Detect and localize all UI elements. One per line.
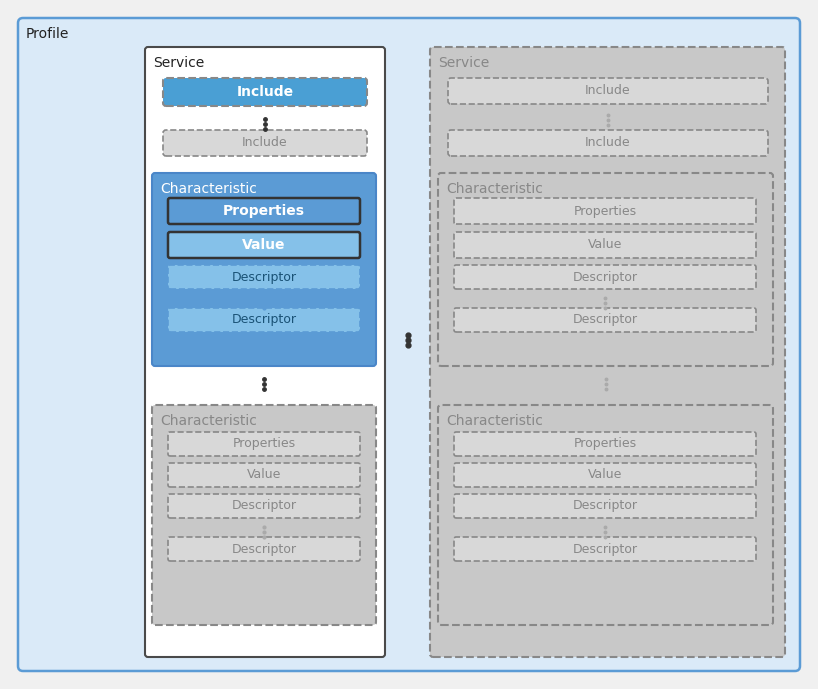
FancyBboxPatch shape bbox=[454, 232, 756, 258]
FancyBboxPatch shape bbox=[454, 537, 756, 561]
FancyBboxPatch shape bbox=[168, 494, 360, 518]
Text: Descriptor: Descriptor bbox=[573, 313, 637, 327]
Text: Include: Include bbox=[236, 85, 294, 99]
FancyBboxPatch shape bbox=[168, 432, 360, 456]
Text: Descriptor: Descriptor bbox=[231, 271, 296, 283]
Text: Descriptor: Descriptor bbox=[231, 542, 296, 555]
Text: Properties: Properties bbox=[232, 438, 295, 451]
Text: Service: Service bbox=[153, 56, 204, 70]
FancyBboxPatch shape bbox=[168, 198, 360, 224]
Text: Characteristic: Characteristic bbox=[160, 182, 257, 196]
FancyBboxPatch shape bbox=[448, 130, 768, 156]
Text: Characteristic: Characteristic bbox=[160, 414, 257, 428]
Text: Descriptor: Descriptor bbox=[573, 542, 637, 555]
Text: Descriptor: Descriptor bbox=[231, 313, 296, 327]
Text: Include: Include bbox=[242, 136, 288, 150]
FancyBboxPatch shape bbox=[163, 130, 367, 156]
Text: Include: Include bbox=[585, 136, 631, 150]
FancyBboxPatch shape bbox=[145, 47, 385, 657]
Text: Profile: Profile bbox=[26, 27, 70, 41]
Text: Service: Service bbox=[438, 56, 489, 70]
FancyBboxPatch shape bbox=[454, 494, 756, 518]
Text: Characteristic: Characteristic bbox=[446, 182, 543, 196]
Text: Value: Value bbox=[242, 238, 285, 252]
FancyBboxPatch shape bbox=[152, 173, 376, 366]
FancyBboxPatch shape bbox=[168, 232, 360, 258]
FancyBboxPatch shape bbox=[438, 173, 773, 366]
FancyBboxPatch shape bbox=[454, 198, 756, 224]
FancyBboxPatch shape bbox=[448, 78, 768, 104]
Text: Characteristic: Characteristic bbox=[446, 414, 543, 428]
Text: Properties: Properties bbox=[223, 204, 305, 218]
Text: Properties: Properties bbox=[573, 438, 636, 451]
Text: Properties: Properties bbox=[573, 205, 636, 218]
FancyBboxPatch shape bbox=[454, 463, 756, 487]
Text: Include: Include bbox=[585, 85, 631, 98]
Text: Descriptor: Descriptor bbox=[231, 500, 296, 513]
FancyBboxPatch shape bbox=[430, 47, 785, 657]
Text: Value: Value bbox=[588, 238, 622, 251]
FancyBboxPatch shape bbox=[168, 537, 360, 561]
FancyBboxPatch shape bbox=[454, 308, 756, 332]
FancyBboxPatch shape bbox=[163, 78, 367, 106]
FancyBboxPatch shape bbox=[18, 18, 800, 671]
Text: Descriptor: Descriptor bbox=[573, 271, 637, 283]
FancyBboxPatch shape bbox=[152, 405, 376, 625]
Text: Value: Value bbox=[588, 469, 622, 482]
FancyBboxPatch shape bbox=[454, 432, 756, 456]
FancyBboxPatch shape bbox=[168, 463, 360, 487]
FancyBboxPatch shape bbox=[454, 265, 756, 289]
FancyBboxPatch shape bbox=[168, 265, 360, 289]
FancyBboxPatch shape bbox=[168, 308, 360, 332]
FancyBboxPatch shape bbox=[438, 405, 773, 625]
Text: Value: Value bbox=[247, 469, 281, 482]
Text: Descriptor: Descriptor bbox=[573, 500, 637, 513]
